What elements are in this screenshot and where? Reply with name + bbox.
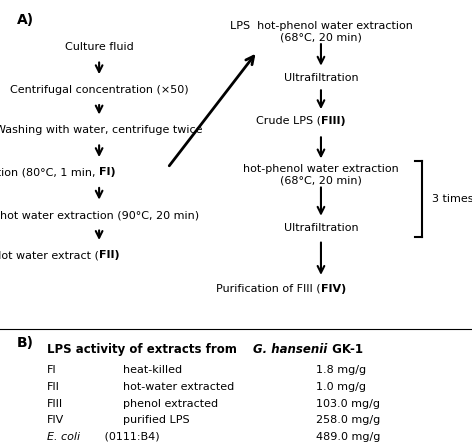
- Text: FI): FI): [99, 168, 116, 177]
- Text: Hot water extract (: Hot water extract (: [0, 250, 99, 260]
- Text: Centrifugal concentration (×50): Centrifugal concentration (×50): [10, 85, 188, 95]
- Text: FIII): FIII): [321, 116, 346, 126]
- Text: 258.0 mg/g: 258.0 mg/g: [316, 415, 380, 425]
- Text: (68°C, 20 min): (68°C, 20 min): [280, 32, 362, 42]
- Text: Heat sterilization (80°C, 1 min,: Heat sterilization (80°C, 1 min,: [0, 168, 99, 177]
- Text: hot-phenol water extraction: hot-phenol water extraction: [243, 164, 399, 174]
- Text: hot water extraction (90°C, 20 min): hot water extraction (90°C, 20 min): [0, 210, 199, 220]
- Text: 1.8 mg/g: 1.8 mg/g: [316, 365, 366, 375]
- Text: FII): FII): [99, 250, 120, 260]
- Text: Ultrafiltration: Ultrafiltration: [284, 73, 358, 83]
- Text: 3 times: 3 times: [432, 194, 472, 204]
- Text: 1.0 mg/g: 1.0 mg/g: [316, 382, 366, 392]
- Text: Washing with water, centrifuge twice: Washing with water, centrifuge twice: [0, 125, 203, 135]
- Text: FIII: FIII: [47, 399, 63, 409]
- Text: FIV: FIV: [47, 415, 65, 425]
- Text: LPS  hot-phenol water extraction: LPS hot-phenol water extraction: [229, 21, 413, 30]
- Text: Crude LPS (: Crude LPS (: [256, 116, 321, 126]
- Text: 489.0 mg/g: 489.0 mg/g: [316, 432, 380, 442]
- Text: LPS activity of extracts from: LPS activity of extracts from: [47, 343, 241, 356]
- Text: FI: FI: [47, 365, 57, 375]
- Text: Culture fluid: Culture fluid: [65, 42, 134, 52]
- Text: phenol extracted: phenol extracted: [123, 399, 218, 409]
- Text: Purification of FIII (: Purification of FIII (: [216, 284, 321, 294]
- Text: G. hansenii: G. hansenii: [253, 343, 327, 356]
- Text: GK-1: GK-1: [328, 343, 363, 356]
- Text: FIV): FIV): [321, 284, 346, 294]
- Text: heat-killed: heat-killed: [123, 365, 182, 375]
- Text: hot-water extracted: hot-water extracted: [123, 382, 234, 392]
- Text: Ultrafiltration: Ultrafiltration: [284, 224, 358, 233]
- Text: (68°C, 20 min): (68°C, 20 min): [280, 176, 362, 185]
- Text: purified LPS: purified LPS: [123, 415, 189, 425]
- Text: 103.0 mg/g: 103.0 mg/g: [316, 399, 380, 409]
- Text: FII: FII: [47, 382, 60, 392]
- Text: B): B): [17, 336, 34, 350]
- Text: E. coli: E. coli: [47, 432, 80, 442]
- Text: A): A): [17, 13, 34, 27]
- Text: (0111:B4): (0111:B4): [101, 432, 160, 442]
